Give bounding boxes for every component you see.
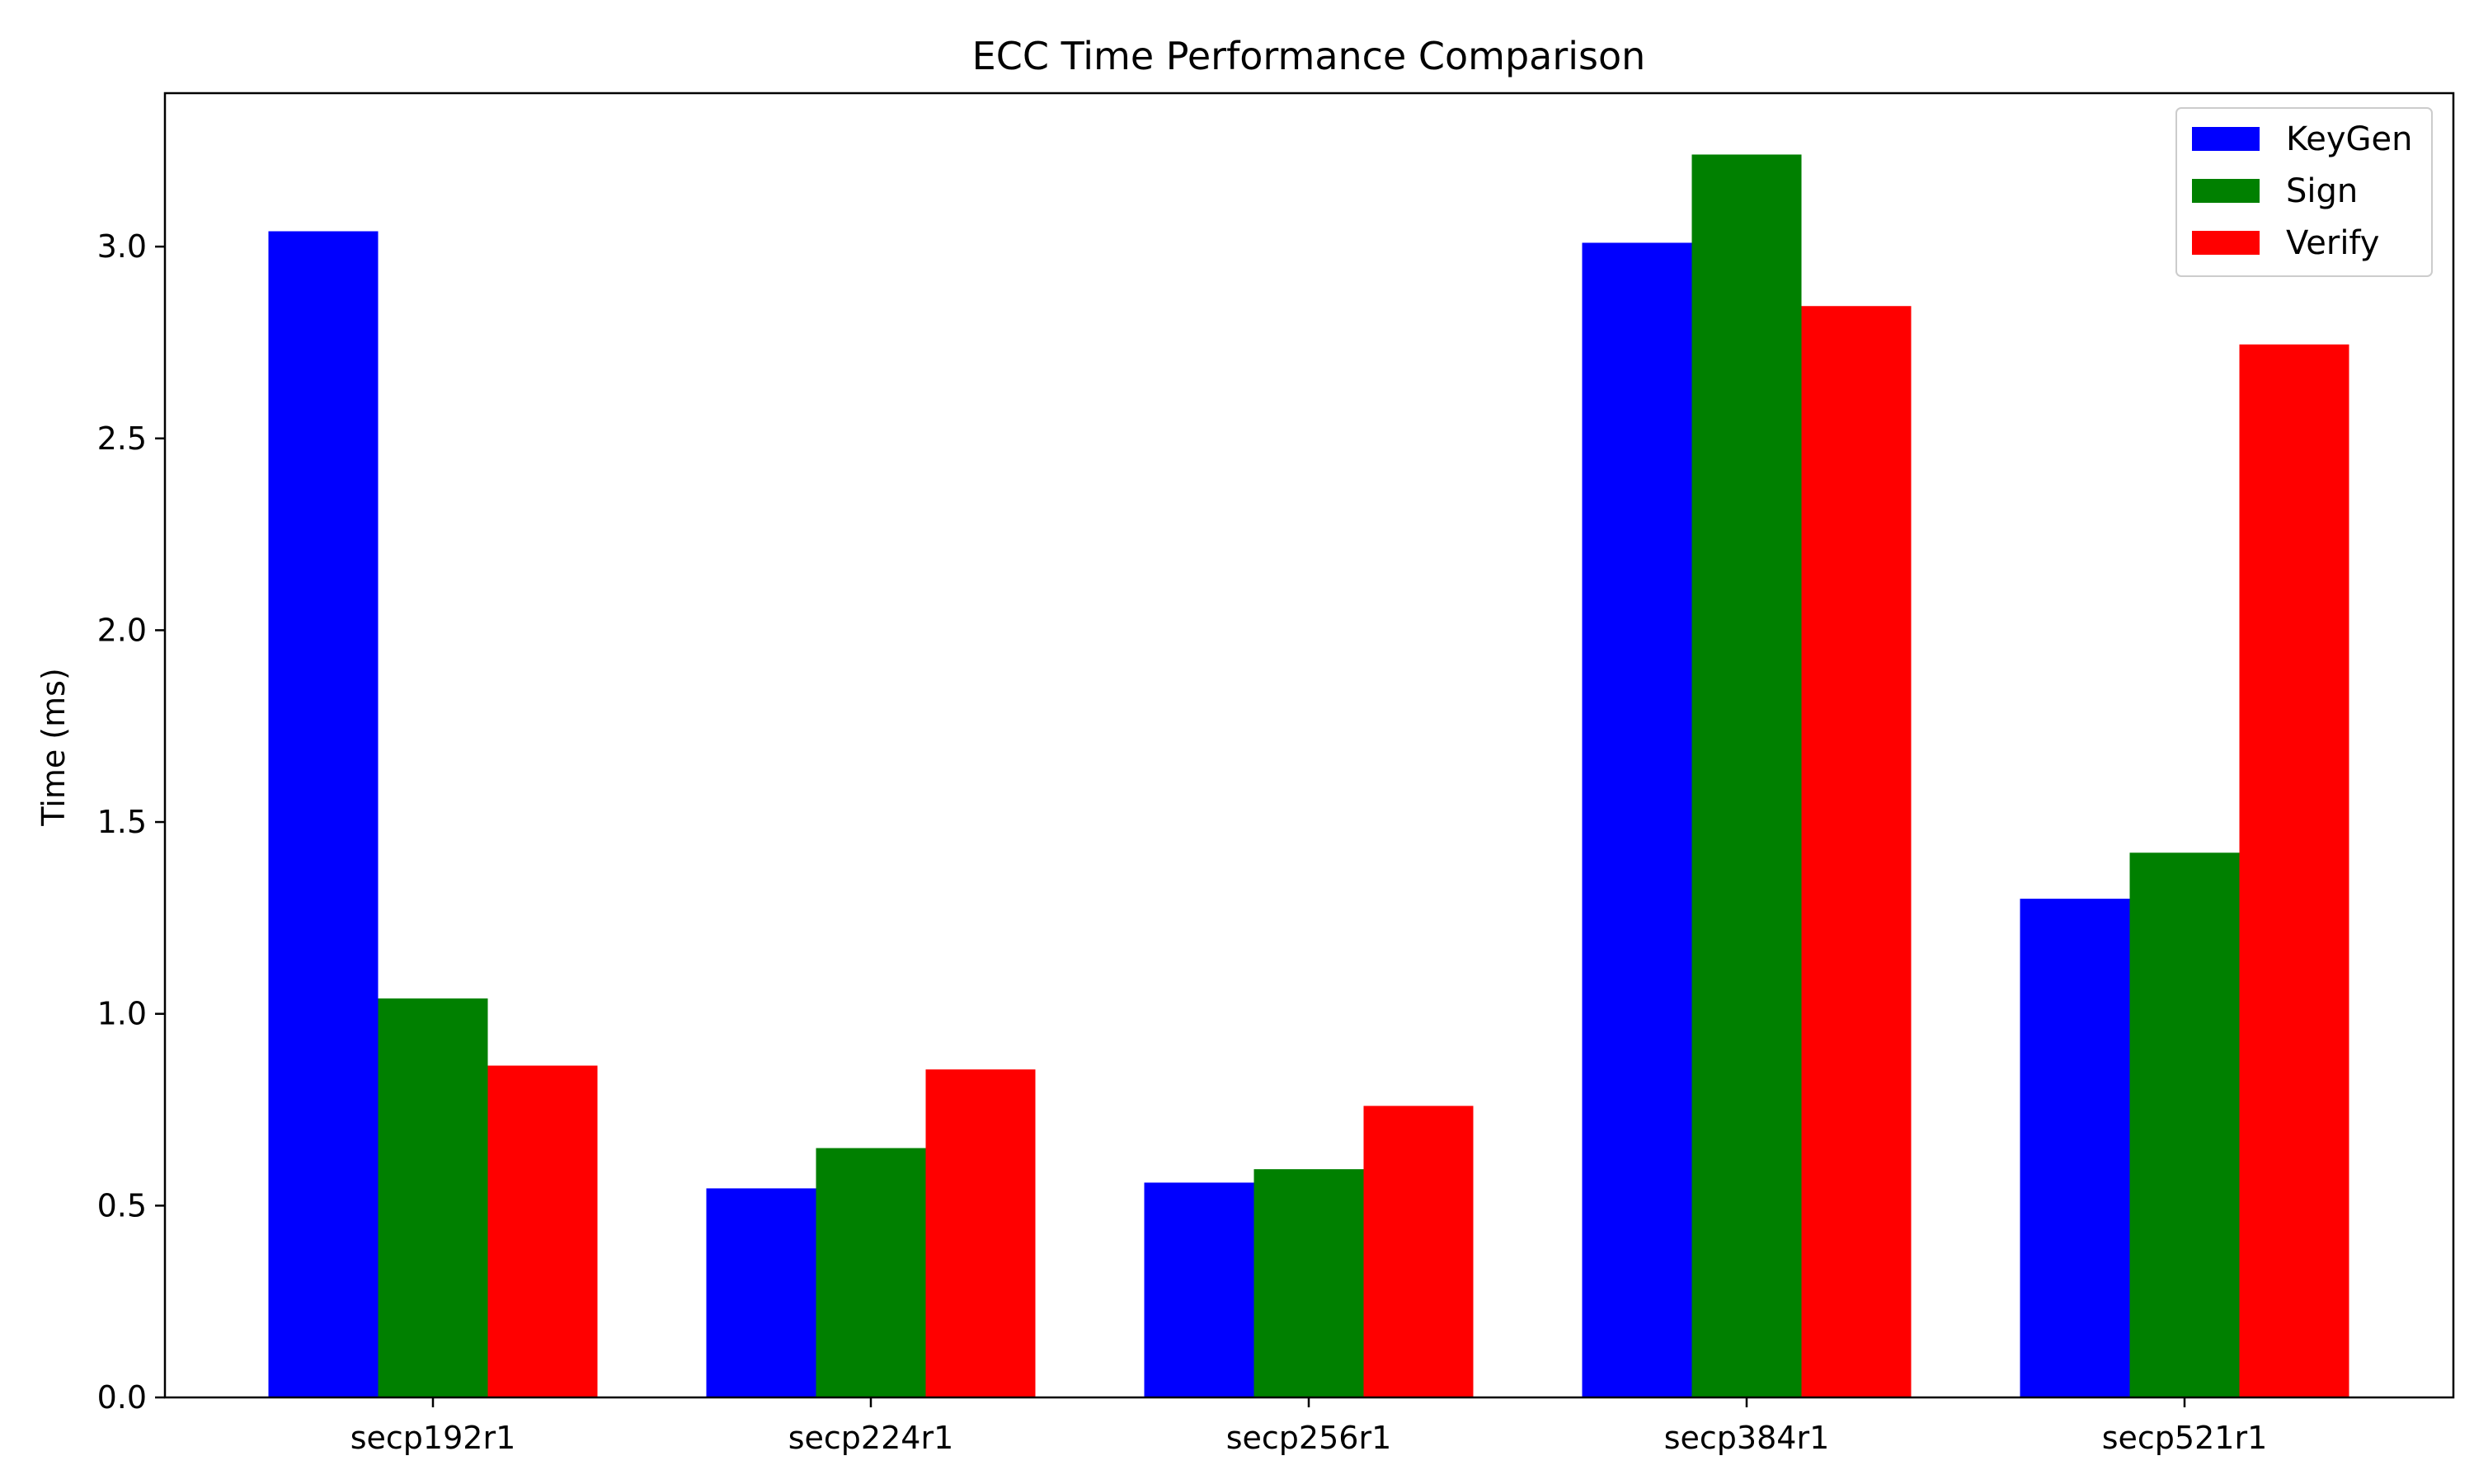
y-axis-label: Time (ms) [35,668,72,827]
x-axis-ticks: secp192r1 secp224r1 secp256r1 secp384r1 secp… [350,1397,2268,1456]
y-tick-label: 1.5 [97,804,147,840]
y-tick-label: 0.0 [97,1379,147,1416]
legend-items: KeyGen Sign Verify [2192,120,2412,262]
bar-keygen-secp192r1 [268,231,379,1398]
y-tick-label: 2.5 [97,420,147,457]
y-tick-label: 2.0 [97,612,147,648]
bars-layer [268,154,2349,1398]
legend-label-sign: Sign [2286,172,2358,210]
x-tick-label-secp192r1: secp192r1 [350,1420,516,1456]
bar-sign-secp256r1 [1253,1169,1364,1397]
bar-sign-secp192r1 [378,998,488,1397]
chart-title: ECC Time Performance Comparison [972,34,1646,78]
y-tick-label: 1.0 [97,996,147,1032]
y-tick-label: 3.0 [97,228,147,265]
x-tick-label-secp256r1: secp256r1 [1226,1420,1392,1456]
x-tick-label-secp224r1: secp224r1 [788,1420,954,1456]
bar-verify-secp256r1 [1363,1106,1474,1397]
plot-frame [163,92,2455,1399]
x-tick-label-secp521r1: secp521r1 [2102,1420,2268,1456]
legend-label-keygen: KeyGen [2286,120,2412,158]
bar-verify-secp192r1 [487,1065,598,1397]
bar-keygen-secp384r1 [1582,242,1692,1397]
bar-keygen-secp224r1 [706,1188,816,1397]
legend: KeyGen Sign Verify [2175,107,2433,277]
legend-label-verify: Verify [2286,224,2379,262]
x-tick-label-secp384r1: secp384r1 [1664,1420,1830,1456]
legend-swatch-keygen [2192,127,2260,151]
bar-keygen-secp521r1 [2020,899,2130,1397]
bar-sign-secp521r1 [2129,852,2240,1397]
bar-verify-secp224r1 [925,1069,1036,1397]
y-tick-label: 0.5 [97,1187,147,1223]
bar-verify-secp384r1 [1801,306,1912,1397]
bar-sign-secp384r1 [1691,154,1802,1398]
legend-swatch-sign [2192,179,2260,203]
bar-verify-secp521r1 [2239,344,2349,1398]
bar-sign-secp224r1 [816,1148,926,1397]
legend-swatch-verify [2192,231,2260,255]
bar-keygen-secp256r1 [1144,1182,1254,1397]
y-axis-ticks: 0.0 0.5 1.0 1.5 2.0 2.5 3.0 [97,228,165,1416]
